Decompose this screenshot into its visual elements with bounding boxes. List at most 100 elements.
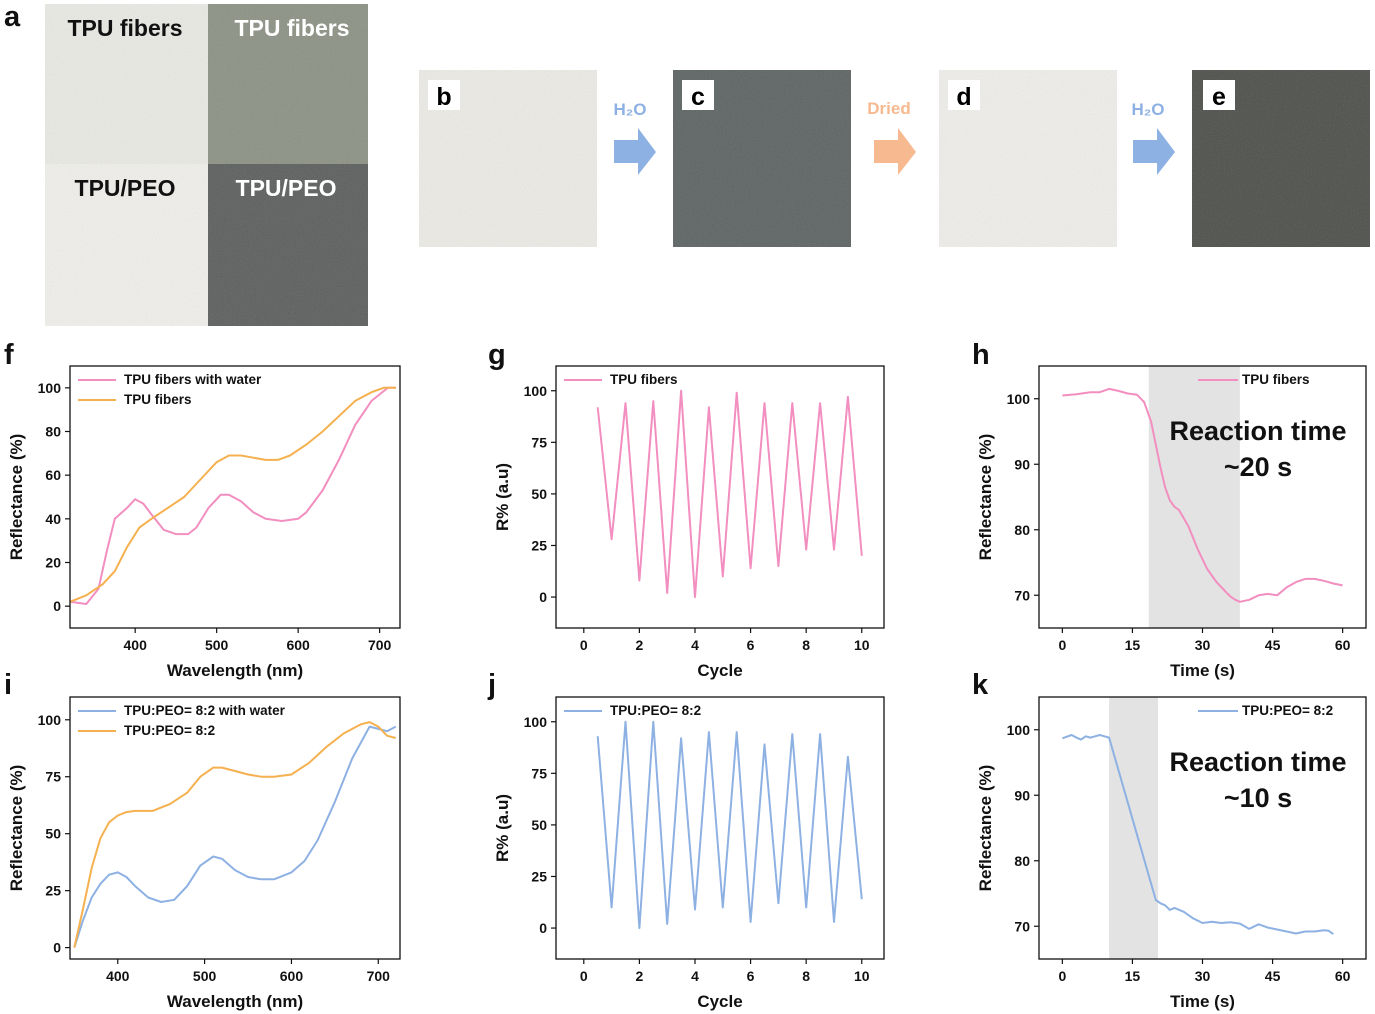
y-tick-label: 70 [1014,587,1030,603]
panel-letters: a f g h i j k [4,1,990,701]
x-tick-label: 10 [854,637,870,653]
arrow-water-2-label: H₂O [1131,100,1164,119]
x-axis-label: Wavelength (nm) [167,992,303,1011]
plot-frame [69,696,401,960]
photo-texture [45,4,368,326]
chart-i: 400 500 600 700 0 25 50 75 100 Wavelength (nm) Ref… [7,696,401,1011]
x-tick-label: 0 [580,637,588,653]
panel-label-k: k [972,669,989,701]
y-tick-label: 75 [45,769,61,785]
panel-label-c: c [691,83,705,111]
x-tick-label: 0 [580,968,588,984]
y-tick-label: 100 [1007,391,1031,407]
x-tick-label: 500 [205,637,229,653]
x-tick-label: 4 [691,637,699,653]
chart-h: 0 15 30 45 60 70 80 90 100 Time (s) Reflectance (%… [976,365,1367,680]
y-tick-label: 75 [531,765,547,781]
y-tick-label: 75 [531,434,547,450]
y-tick-label: 50 [45,826,61,842]
legend-label: TPU fibers [124,392,192,407]
x-tick-label: 500 [193,968,217,984]
x-tick-label: 700 [367,968,391,984]
y-tick-label: 100 [38,380,62,396]
legend-label: TPU:PEO= 8:2 [1242,703,1333,718]
y-tick-label: 80 [1014,522,1030,538]
reaction-window [1148,366,1240,628]
annotation-line-1: Reaction time [1169,747,1346,777]
photo-a-bottom-right-label: TPU/PEO [236,175,337,201]
plot-frame [69,365,401,629]
y-tick-label: 70 [1014,918,1030,934]
x-tick-label: 6 [747,637,755,653]
x-tick-label: 2 [635,968,643,984]
y-tick-label: 50 [531,486,547,502]
label-box-b [428,80,460,110]
x-tick-label: 700 [368,637,392,653]
arrow-dried: Dried [867,99,916,175]
annotation-line-2: ~10 s [1224,783,1292,813]
y-tick-label: 100 [1007,722,1031,738]
x-tick-label: 45 [1265,637,1281,653]
x-tick-label: 6 [747,968,755,984]
arrow-dried-label: Dried [867,99,910,118]
y-axis-label: Reflectance (%) [976,434,995,561]
y-tick-label: 100 [38,712,62,728]
x-axis-label: Time (s) [1170,992,1235,1011]
chart-f: 400 500 600 700 0 20 40 60 80 100 Wavelength (nm) R… [7,365,401,680]
arrow-right-icon [1133,128,1175,175]
y-tick-label: 90 [1014,787,1030,803]
panel-label-e: e [1212,83,1226,111]
arrow-water-1: H₂O [613,100,656,175]
series-line-1 [73,725,397,948]
x-tick-label: 8 [802,637,810,653]
y-tick-label: 25 [531,537,547,553]
x-tick-label: 0 [1058,637,1066,653]
x-tick-label: 60 [1335,637,1351,653]
x-tick-label: 15 [1125,637,1141,653]
x-tick-label: 400 [106,968,130,984]
x-axis-label: Time (s) [1170,661,1235,680]
arrow-water-2: H₂O [1131,100,1175,175]
photo-a-top-left-label: TPU fibers [67,15,182,41]
panel-label-a: a [4,1,21,33]
x-tick-label: 15 [1125,968,1141,984]
panel-sequence-photos: b c d e H₂O Dried H₂O [419,70,1370,247]
legend-label: TPU fibers with water [124,372,262,387]
x-tick-label: 400 [124,637,148,653]
y-axis-label: R% (a.u) [493,794,512,862]
y-tick-label: 90 [1014,456,1030,472]
y-tick-label: 0 [53,598,61,614]
x-tick-label: 2 [635,637,643,653]
x-axis-label: Cycle [697,661,742,680]
panel-label-f: f [4,339,14,371]
arrow-right-icon [874,128,916,175]
label-box-e [1203,80,1235,110]
chart-k: 0 15 30 45 60 70 80 90 100 Time (s) Reflectance (%… [976,696,1367,1011]
plot-frame [555,365,885,629]
y-tick-label: 100 [524,383,548,399]
series-line-1 [1062,387,1343,603]
y-axis-label: R% (a.u) [493,463,512,531]
annotation-line-1: Reaction time [1169,416,1346,446]
x-tick-label: 10 [854,968,870,984]
series-line-2 [73,721,396,948]
y-tick-label: 100 [524,714,548,730]
y-axis-label: Reflectance (%) [7,765,26,892]
x-axis-label: Wavelength (nm) [167,661,303,680]
x-tick-label: 30 [1195,637,1211,653]
series-line-1 [596,389,863,599]
y-tick-label: 0 [539,920,547,936]
y-tick-label: 40 [45,511,61,527]
legend-label: TPU:PEO= 8:2 [610,703,701,718]
y-tick-label: 80 [1014,853,1030,869]
panel-label-g: g [488,339,506,371]
y-tick-label: 0 [539,589,547,605]
y-tick-label: 0 [53,940,61,956]
y-tick-label: 25 [531,868,547,884]
legend-label: TPU:PEO= 8:2 with water [124,703,286,718]
series-line-1 [1062,734,1334,935]
x-tick-label: 4 [691,968,699,984]
